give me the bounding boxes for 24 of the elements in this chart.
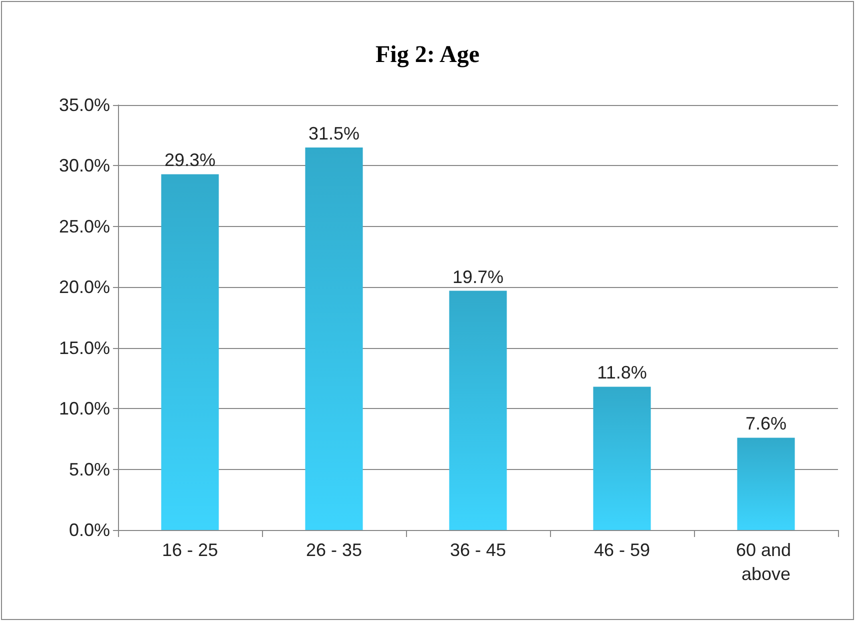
y-tick-label: 5.0%: [68, 459, 110, 480]
chart-title: Fig 2: Age: [376, 42, 480, 68]
y-tick-label: 10.0%: [58, 398, 110, 419]
x-tick-label: 16 - 25: [162, 540, 218, 560]
x-tick-label: 60 and above: [736, 540, 796, 584]
y-tick-label: 0.0%: [68, 520, 110, 540]
data-label: 29.3%: [164, 150, 216, 170]
y-tick-label: 25.0%: [58, 216, 110, 236]
bar: [449, 290, 507, 530]
y-tick-label: 20.0%: [58, 277, 110, 298]
data-label: 19.7%: [452, 266, 504, 287]
x-tick-label: 36 - 45: [450, 540, 506, 560]
x-tick-label: 26 - 35: [306, 540, 362, 560]
data-label: 11.8%: [597, 362, 647, 383]
bar: [161, 174, 219, 530]
x-tick-label: 46 - 59: [594, 540, 650, 560]
y-tick-label: 15.0%: [58, 338, 110, 358]
bar: [305, 148, 363, 530]
y-tick-label: 35.0%: [58, 95, 110, 115]
y-tick-label: 30.0%: [58, 156, 110, 176]
data-label: 7.6%: [745, 414, 787, 434]
bar: [737, 438, 795, 530]
data-label: 31.5%: [308, 124, 360, 144]
bar: [593, 386, 651, 530]
